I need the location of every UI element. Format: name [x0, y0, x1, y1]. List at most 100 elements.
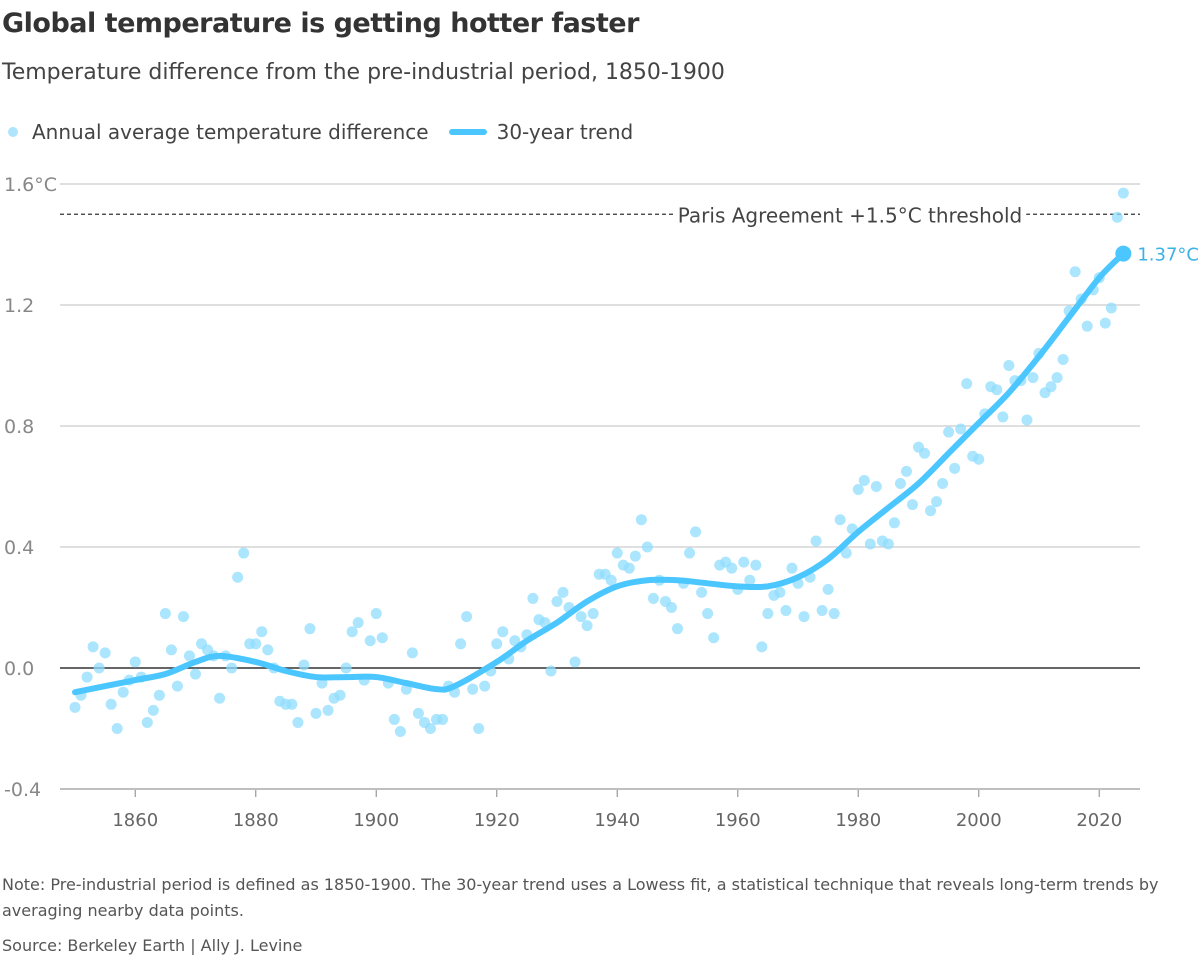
data-point — [925, 505, 937, 517]
y-tick-label: 0.0 — [4, 658, 34, 680]
data-point — [545, 665, 557, 677]
data-point — [376, 632, 388, 644]
data-point — [147, 704, 159, 716]
data-point — [394, 726, 406, 738]
y-tick-label: 0.8 — [4, 416, 34, 438]
data-point — [1081, 320, 1093, 332]
data-point — [129, 656, 141, 668]
data-point — [991, 384, 1003, 396]
data-point — [214, 692, 226, 704]
data-point — [232, 571, 244, 583]
data-point — [1003, 360, 1015, 371]
data-point — [437, 713, 449, 725]
data-point — [159, 608, 171, 620]
data-point — [352, 617, 364, 629]
data-point — [1057, 353, 1069, 365]
chart-title: Global temperature is getting hotter fas… — [2, 8, 639, 39]
legend-dots-label: Annual average temperature difference — [32, 120, 429, 144]
y-tick-label: 1.6°C — [4, 174, 57, 196]
data-point — [581, 620, 593, 632]
data-point — [575, 611, 587, 623]
data-point — [183, 650, 195, 662]
data-point — [497, 626, 509, 638]
data-point — [1117, 187, 1129, 199]
data-point — [467, 683, 479, 695]
data-point — [117, 686, 129, 698]
data-point — [364, 635, 376, 647]
data-point — [1045, 381, 1057, 393]
data-point — [153, 689, 165, 701]
data-point — [894, 477, 906, 489]
data-point — [1105, 302, 1117, 314]
data-point — [177, 611, 189, 623]
data-point — [1069, 266, 1081, 278]
data-point — [69, 701, 81, 713]
data-point — [370, 608, 382, 620]
data-point — [943, 426, 955, 438]
data-point — [629, 550, 641, 562]
chart-source: Source: Berkeley Earth | Ally J. Levine — [2, 936, 303, 955]
data-point — [937, 477, 949, 489]
data-point — [286, 698, 298, 710]
data-point — [611, 547, 623, 559]
data-point — [756, 641, 768, 653]
data-point — [587, 608, 599, 620]
data-point — [834, 514, 846, 526]
data-point — [864, 538, 876, 550]
data-point — [906, 499, 918, 511]
x-tick-label: 1900 — [353, 810, 399, 831]
data-point — [406, 647, 418, 659]
data-point — [997, 411, 1009, 423]
data-point — [665, 602, 677, 613]
data-point — [165, 644, 177, 656]
data-point — [635, 514, 647, 526]
data-point — [99, 647, 111, 659]
data-point — [1111, 211, 1123, 223]
data-point — [882, 538, 894, 550]
data-point — [623, 562, 635, 574]
data-point — [780, 605, 792, 617]
data-point — [822, 583, 834, 595]
legend-dot-icon — [8, 127, 18, 137]
data-point — [1027, 372, 1039, 384]
data-point — [672, 623, 683, 635]
data-point — [250, 638, 262, 650]
data-point — [750, 559, 762, 571]
data-point — [105, 698, 117, 710]
data-point — [424, 723, 436, 734]
data-point — [774, 586, 786, 598]
data-point — [81, 671, 93, 683]
end-value-label: 1.37°C — [1137, 245, 1199, 266]
data-point — [744, 574, 756, 586]
data-point — [340, 662, 352, 674]
y-tick-label: 0.4 — [4, 537, 34, 559]
data-point — [87, 641, 99, 653]
data-point — [816, 605, 828, 617]
data-point — [190, 668, 201, 680]
data-point — [798, 611, 810, 623]
data-point — [171, 680, 183, 692]
data-point — [322, 704, 334, 716]
data-point — [93, 662, 105, 674]
data-point — [527, 592, 539, 604]
data-point — [298, 659, 310, 671]
data-point — [292, 716, 304, 728]
x-tick-label: 2020 — [1076, 810, 1122, 831]
data-point — [828, 608, 840, 620]
data-point — [684, 547, 696, 559]
data-point — [473, 723, 485, 734]
data-point — [141, 716, 153, 728]
data-point — [870, 481, 882, 492]
legend-line-label: 30-year trend — [496, 120, 634, 144]
data-point — [1051, 372, 1063, 384]
data-point — [647, 592, 659, 604]
x-tick-label: 1920 — [474, 810, 520, 831]
x-tick-label: 1980 — [835, 810, 881, 831]
data-point — [238, 547, 250, 559]
data-point — [786, 562, 798, 574]
threshold-label-bg — [673, 203, 1027, 228]
data-point — [762, 608, 774, 620]
trend-end-point — [1115, 245, 1132, 262]
data-point — [1021, 414, 1033, 426]
data-point — [551, 595, 563, 607]
